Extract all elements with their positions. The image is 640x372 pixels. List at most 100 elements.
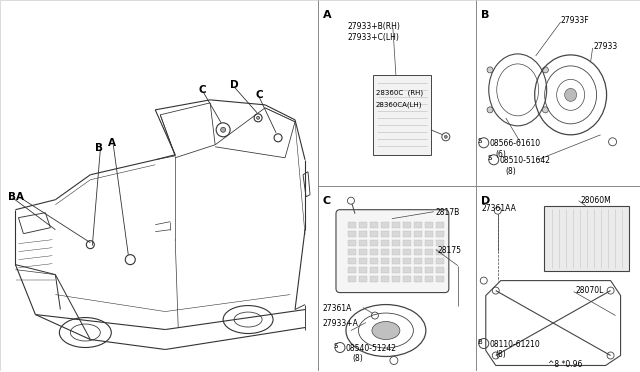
Bar: [392, 222, 400, 228]
Bar: [381, 240, 389, 246]
Bar: [370, 258, 378, 264]
Circle shape: [444, 135, 447, 138]
Bar: [425, 248, 433, 255]
Circle shape: [487, 67, 493, 73]
Bar: [436, 276, 444, 282]
Text: C: C: [198, 85, 206, 95]
Bar: [403, 222, 411, 228]
Text: (6): (6): [496, 150, 507, 159]
Bar: [392, 276, 400, 282]
Text: B: B: [477, 339, 482, 344]
Bar: [403, 267, 411, 273]
Bar: [425, 231, 433, 237]
Bar: [370, 267, 378, 273]
Bar: [370, 240, 378, 246]
Text: 27361AA: 27361AA: [482, 204, 516, 213]
Bar: [370, 248, 378, 255]
Text: A: A: [108, 138, 116, 148]
Text: 27933: 27933: [594, 42, 618, 51]
Bar: [370, 231, 378, 237]
Bar: [414, 267, 422, 273]
Circle shape: [542, 67, 548, 73]
Bar: [359, 222, 367, 228]
Text: 27933+B(RH): 27933+B(RH): [348, 22, 401, 31]
Bar: [359, 231, 367, 237]
Bar: [392, 231, 400, 237]
Bar: [381, 222, 389, 228]
Bar: [348, 276, 356, 282]
Bar: [373, 75, 431, 155]
Text: 28360C  (RH): 28360C (RH): [376, 90, 423, 96]
Bar: [425, 240, 433, 246]
Bar: [392, 240, 400, 246]
Bar: [544, 206, 628, 270]
Bar: [381, 248, 389, 255]
Bar: [403, 248, 411, 255]
Bar: [370, 276, 378, 282]
Text: 27933F: 27933F: [561, 16, 589, 25]
Text: A: A: [17, 192, 24, 202]
FancyBboxPatch shape: [336, 210, 449, 293]
Bar: [348, 267, 356, 273]
Text: S: S: [334, 343, 338, 349]
Bar: [425, 258, 433, 264]
Bar: [381, 258, 389, 264]
Bar: [414, 231, 422, 237]
Text: S: S: [488, 155, 492, 161]
Bar: [359, 276, 367, 282]
Bar: [436, 240, 444, 246]
Text: 08540-51242: 08540-51242: [346, 343, 397, 353]
Bar: [359, 248, 367, 255]
Text: 28175: 28175: [438, 246, 462, 255]
Bar: [348, 248, 356, 255]
Bar: [414, 276, 422, 282]
Text: 08566-61610: 08566-61610: [490, 139, 541, 148]
Bar: [414, 258, 422, 264]
Bar: [381, 231, 389, 237]
Text: 27361A: 27361A: [323, 304, 353, 312]
Text: D: D: [481, 196, 490, 206]
Text: B: B: [95, 143, 103, 153]
Text: C: C: [255, 90, 262, 100]
Circle shape: [542, 107, 548, 113]
Bar: [436, 248, 444, 255]
Bar: [348, 231, 356, 237]
Text: 27933+A: 27933+A: [323, 318, 359, 327]
Text: C: C: [323, 196, 331, 206]
Text: 08110-61210: 08110-61210: [490, 340, 541, 349]
Bar: [381, 267, 389, 273]
Bar: [425, 276, 433, 282]
Bar: [348, 240, 356, 246]
Bar: [436, 222, 444, 228]
Bar: [359, 240, 367, 246]
Bar: [359, 258, 367, 264]
Ellipse shape: [564, 89, 577, 101]
Text: 2817B: 2817B: [436, 208, 460, 217]
Text: ^8 *0.96: ^8 *0.96: [548, 360, 582, 369]
Text: 28070L: 28070L: [575, 286, 604, 295]
Text: 27933+C(LH): 27933+C(LH): [348, 33, 400, 42]
Text: 28360CA(LH): 28360CA(LH): [376, 102, 422, 108]
Bar: [403, 258, 411, 264]
Bar: [348, 258, 356, 264]
Text: (8): (8): [506, 167, 516, 176]
Text: 08510-51642: 08510-51642: [500, 156, 551, 165]
Text: B: B: [481, 10, 489, 20]
Bar: [403, 240, 411, 246]
Text: S: S: [477, 138, 482, 144]
Bar: [436, 258, 444, 264]
Text: D: D: [230, 80, 239, 90]
Bar: [425, 267, 433, 273]
Bar: [414, 240, 422, 246]
Circle shape: [221, 127, 226, 132]
Bar: [425, 222, 433, 228]
Text: 28060M: 28060M: [580, 196, 611, 205]
Bar: [403, 276, 411, 282]
Bar: [436, 267, 444, 273]
Bar: [392, 258, 400, 264]
Circle shape: [487, 107, 493, 113]
Bar: [414, 248, 422, 255]
Bar: [370, 222, 378, 228]
Bar: [392, 248, 400, 255]
Bar: [381, 276, 389, 282]
